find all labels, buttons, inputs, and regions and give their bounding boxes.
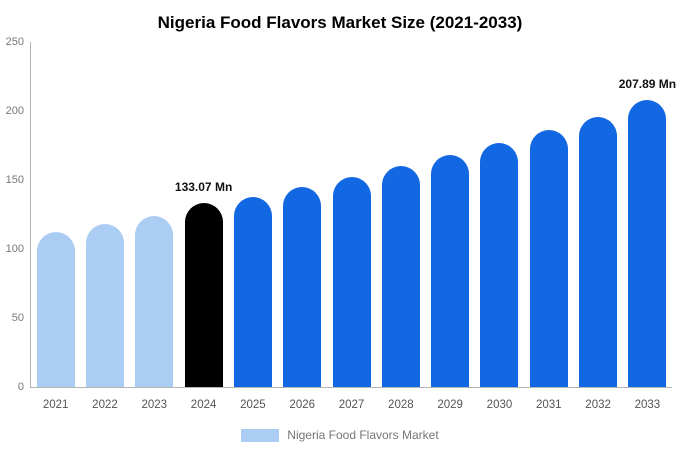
x-tick-label-2029: 2029 [437, 399, 463, 411]
bar-cell-2030: 2030 [475, 42, 524, 411]
legend[interactable]: Nigeria Food Flavors Market [0, 428, 680, 442]
bar-2029[interactable] [431, 155, 470, 387]
bar-cell-2029: 2029 [426, 42, 475, 411]
bar-cell-2024: 133.07 Mn 2024 [175, 42, 232, 411]
y-tick-label: 100 [5, 243, 24, 255]
bar-2024[interactable] [184, 203, 223, 387]
bar-value-label-2033: 207.89 Mn [618, 77, 677, 92]
bar-cell-2021: 2021 [31, 42, 80, 411]
x-tick-label-2028: 2028 [388, 399, 414, 411]
x-tick-label-2024: 2024 [190, 399, 217, 411]
y-tick-label: 0 [17, 381, 24, 393]
bar-2022[interactable] [85, 224, 124, 387]
bar-2033[interactable] [628, 100, 667, 387]
x-tick-label-2033: 2033 [634, 399, 661, 411]
bar-2032[interactable] [579, 116, 618, 387]
x-tick-label-2027: 2027 [338, 399, 365, 411]
bar-2030[interactable] [480, 142, 519, 387]
y-tick-label: 150 [5, 174, 24, 186]
bar-cell-2023: 2023 [130, 42, 179, 411]
bar-cell-2032: 2032 [573, 42, 622, 411]
x-tick-label-2022: 2022 [92, 399, 118, 411]
legend-label: Nigeria Food Flavors Market [287, 428, 439, 442]
y-tick-label: 200 [5, 105, 24, 117]
bar-cell-2022: 2022 [80, 42, 129, 411]
x-tick-label-2021: 2021 [42, 399, 69, 411]
bar-cell-2033: 207.89 Mn 2033 [619, 42, 676, 411]
bar-2025[interactable] [233, 196, 272, 387]
chart-title: Nigeria Food Flavors Market Size (2021-2… [157, 13, 523, 32]
x-tick-label-2030: 2030 [486, 399, 513, 411]
bar-2021[interactable] [36, 232, 75, 387]
bar-2026[interactable] [283, 186, 322, 387]
bar-cell-2025: 2025 [228, 42, 277, 411]
y-tick-label: 250 [5, 36, 24, 48]
bar-2023[interactable] [135, 215, 174, 387]
plot-area: 0 50 100 150 200 250 2021 2022 2023 133.07 Mn 2024… [6, 36, 676, 411]
x-tick-label-2032: 2032 [585, 399, 611, 411]
bar-value-label-2024: 133.07 Mn [174, 180, 233, 195]
x-tick-label-2031: 2031 [535, 399, 562, 411]
bar-2028[interactable] [381, 166, 420, 387]
x-tick-label-2026: 2026 [289, 399, 316, 411]
bar-cell-2031: 2031 [524, 42, 573, 411]
x-tick-label-2023: 2023 [141, 399, 168, 411]
plot-outer: 0 50 100 150 200 250 2021 2022 2023 133.07 Mn 2024… [6, 36, 676, 411]
legend-swatch [241, 428, 280, 442]
y-tick-label: 50 [11, 312, 24, 324]
bar-2027[interactable] [332, 177, 371, 387]
x-tick-label-2025: 2025 [240, 399, 266, 411]
bar-2031[interactable] [529, 130, 568, 387]
bar-cell-2028: 2028 [376, 42, 425, 411]
bar-cell-2027: 2027 [327, 42, 376, 411]
bar-cell-2026: 2026 [278, 42, 327, 411]
